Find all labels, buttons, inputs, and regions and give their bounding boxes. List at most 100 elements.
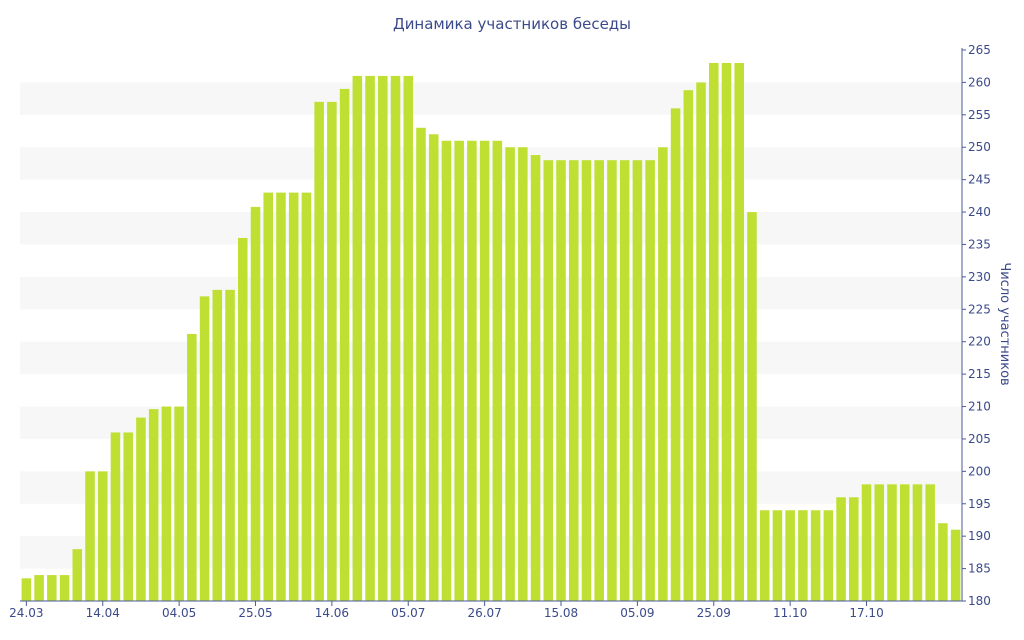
y-tick-label: 240: [968, 205, 991, 219]
bar: [403, 75, 414, 601]
bar: [721, 62, 732, 601]
bar: [785, 510, 795, 601]
bar: [199, 296, 210, 601]
y-tick-label: 230: [968, 270, 991, 284]
bar: [59, 575, 70, 601]
bar: [912, 484, 923, 601]
bar: [428, 134, 439, 602]
bar: [187, 333, 197, 601]
y-tick-label: 265: [968, 43, 991, 57]
bar: [849, 497, 859, 601]
x-tick-label: 05.07: [391, 606, 425, 620]
bar: [950, 529, 961, 601]
grid-band: [20, 471, 962, 504]
bar: [47, 575, 57, 601]
x-tick-label: 04.05: [162, 606, 196, 620]
x-tick-label: 25.09: [697, 606, 731, 620]
bar: [365, 75, 375, 601]
x-tick-label: 25.05: [238, 606, 272, 620]
bar: [747, 212, 757, 601]
bar: [568, 160, 579, 601]
x-tick-label: 05.09: [620, 606, 654, 620]
y-tick-label: 210: [968, 400, 991, 414]
bar: [441, 140, 452, 602]
y-tick-label: 190: [968, 529, 991, 543]
grid-band: [20, 341, 962, 375]
grid-band: [20, 406, 962, 439]
x-ticks: 24.03 14.04 04.05 25.05 14.06 05.07 26.07 15.08…: [9, 601, 884, 620]
bar: [899, 484, 910, 601]
y-tick-label: 220: [968, 335, 991, 349]
y-ticks: 180 185 190 195 200 205 210 215 220 225 230 235 240 2…: [962, 43, 991, 608]
bar: [110, 432, 121, 601]
x-tick-label: 26.07: [467, 606, 501, 620]
y-tick-label: 215: [968, 367, 991, 381]
x-tick-label: 14.04: [86, 606, 120, 620]
bar: [416, 127, 426, 601]
bar: [212, 289, 223, 601]
bar: [136, 417, 146, 601]
bar: [861, 484, 872, 601]
bar: [581, 160, 592, 601]
bar: [810, 510, 821, 601]
chart-title: Динамика участников беседы: [393, 15, 631, 33]
bar: [148, 409, 159, 601]
bar: [352, 75, 363, 601]
bar: [708, 62, 719, 601]
y-tick-label: 205: [968, 432, 991, 446]
y-tick-label: 185: [968, 562, 991, 576]
y-tick-label: 235: [968, 237, 991, 251]
bar: [301, 192, 312, 602]
y-tick-label: 195: [968, 497, 991, 511]
grid-band: [20, 82, 962, 115]
x-tick-label: 17.10: [849, 606, 883, 620]
bar: [887, 484, 897, 601]
y-tick-label: 245: [968, 173, 991, 187]
grid-band: [20, 212, 962, 245]
bar: [658, 147, 668, 601]
bar: [174, 406, 184, 601]
bar: [454, 140, 464, 602]
bar: [339, 88, 350, 602]
bar: [823, 510, 834, 601]
bar: [467, 140, 477, 602]
bar: [479, 140, 490, 602]
bar: [72, 549, 83, 601]
y-tick-label: 225: [968, 302, 991, 316]
bar: [21, 578, 32, 601]
bar: [836, 497, 846, 601]
x-tick-label: 24.03: [9, 606, 43, 620]
bar: [645, 160, 655, 601]
grid-band: [20, 147, 962, 180]
bar: [938, 523, 948, 601]
bar: [874, 484, 885, 601]
bar: [925, 484, 935, 601]
bar: [772, 510, 783, 601]
bar: [594, 160, 604, 601]
bar: [161, 406, 172, 601]
bar: [683, 90, 694, 602]
bar: [263, 192, 274, 602]
y-tick-label: 200: [968, 464, 991, 478]
bar: [123, 432, 133, 601]
bar: [696, 82, 706, 602]
bar: [530, 155, 541, 602]
bar: [378, 75, 388, 601]
y-tick-label: 250: [968, 140, 991, 154]
bar: [276, 192, 286, 602]
y-axis-label: Число участников: [997, 262, 1012, 385]
x-tick-label: 11.10: [773, 606, 807, 620]
grid-band: [20, 276, 962, 310]
bar: [505, 147, 515, 601]
bar: [518, 147, 528, 601]
bar: [288, 192, 299, 602]
bar: [607, 160, 617, 601]
bar: [97, 471, 108, 601]
bar: [734, 62, 745, 601]
bar: [556, 160, 566, 601]
bar: [798, 510, 808, 601]
grid-band: [20, 536, 962, 569]
bar: [543, 160, 554, 601]
bar: [314, 101, 324, 601]
